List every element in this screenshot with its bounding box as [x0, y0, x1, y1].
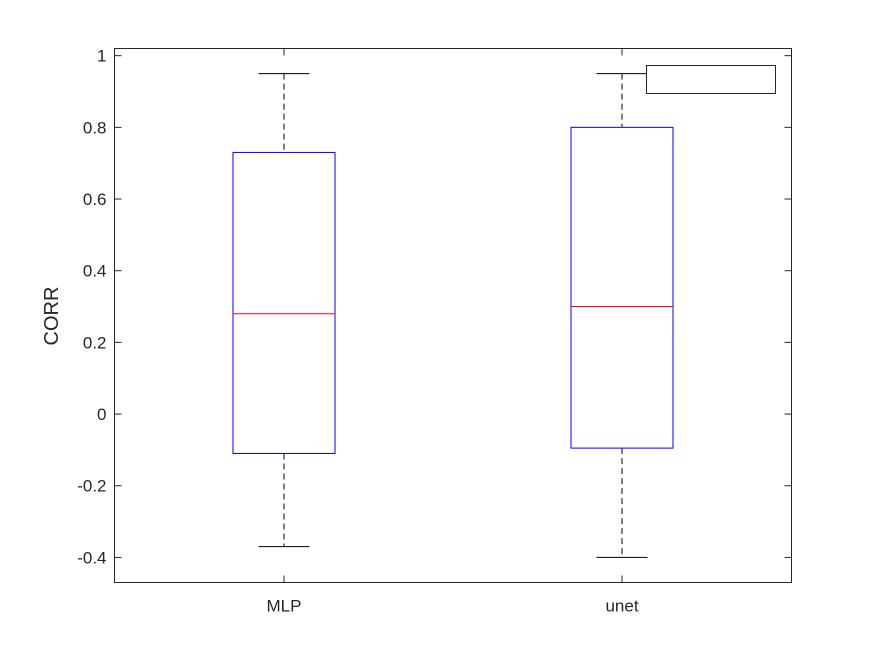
y-tick-label: -0.4 — [77, 548, 106, 567]
x-tick-label: MLP — [267, 597, 302, 616]
box-unet — [570, 73, 674, 558]
x-tick-label: unet — [605, 597, 638, 616]
y-tick-label: 0 — [97, 405, 106, 424]
box-plots — [232, 73, 674, 558]
plot-area — [114, 48, 792, 583]
box-mlp — [232, 73, 336, 548]
y-tick-label: 1 — [97, 47, 106, 66]
y-tick-label: 0.4 — [83, 262, 107, 281]
iqr-box — [232, 151, 336, 454]
y-tick-label: 0.8 — [83, 118, 107, 137]
axis-ticks: -0.4 -0.2 0 0.2 0.4 0.6 0.8 1 MLP unet — [77, 47, 792, 616]
y-tick-label: -0.2 — [77, 477, 106, 496]
iqr-box — [570, 126, 674, 449]
y-tick-label: 0.2 — [83, 333, 107, 352]
y-tick-label: 0.6 — [83, 190, 107, 209]
legend-box — [646, 65, 776, 94]
y-axis-label: CORR — [41, 287, 63, 346]
